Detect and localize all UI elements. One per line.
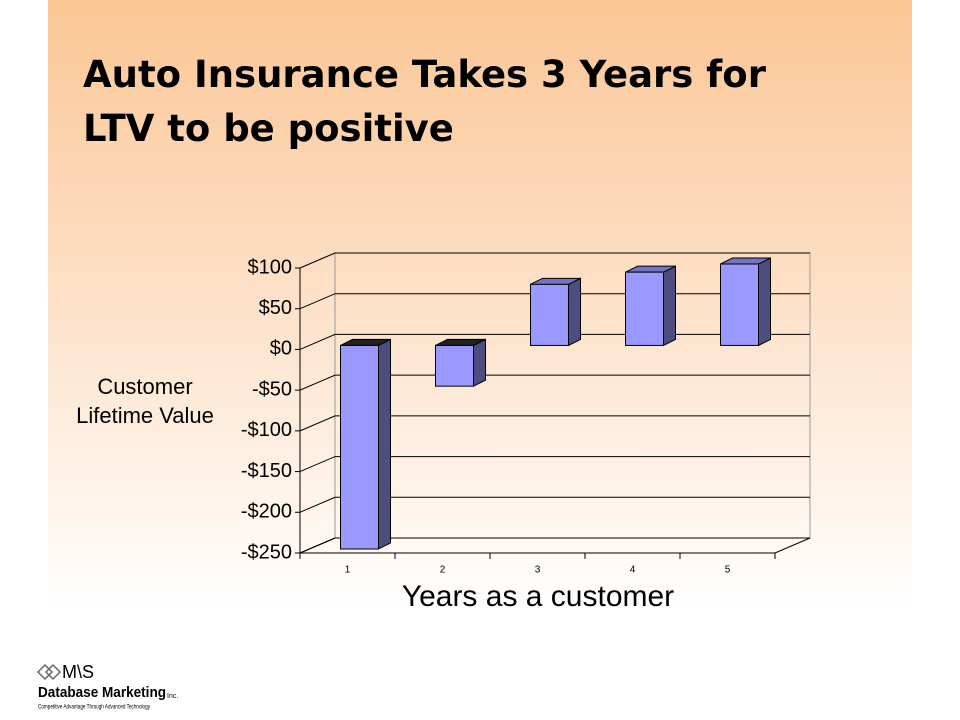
- bar-side: [663, 265, 676, 347]
- bar-side: [568, 277, 581, 347]
- y-tick-label: -$150: [241, 460, 292, 482]
- y-tick-label: -$200: [241, 501, 292, 523]
- y-tick-label: $0: [270, 338, 292, 360]
- grid-line: [299, 537, 810, 554]
- y-tick-label: -$250: [241, 541, 292, 563]
- logo-diamonds: [36, 663, 62, 681]
- logo-name: Database Marketing: [38, 684, 166, 701]
- bar-side: [378, 338, 391, 550]
- grid-line: [299, 456, 810, 473]
- bar: [340, 344, 379, 550]
- x-tick-label: 3: [535, 565, 541, 576]
- logo: M\S Database Marketing Inc. Competitive …: [36, 662, 178, 711]
- bar: [435, 344, 474, 387]
- x-axis-title: Years as a customer: [402, 580, 674, 613]
- logo-mark: M\S: [62, 662, 94, 682]
- y-tick-label: -$100: [241, 419, 292, 441]
- bar: [530, 283, 569, 346]
- x-tick-label: 4: [630, 565, 636, 576]
- grid-line: [299, 374, 810, 391]
- logo-tagline: Competitive Advantage Through Advanced T…: [38, 705, 150, 711]
- side-wall: [299, 252, 336, 554]
- y-tick-label: -$50: [252, 378, 292, 400]
- grid-line: [299, 496, 810, 513]
- bar: [625, 271, 664, 346]
- bar-side: [473, 338, 486, 387]
- x-tick-label: 1: [345, 565, 351, 576]
- y-axis-title: Customer Lifetime Value: [76, 374, 214, 428]
- x-tick-label: 5: [725, 565, 731, 576]
- bar-side: [758, 257, 771, 347]
- bar: [720, 263, 759, 346]
- grid-line: [299, 415, 810, 432]
- x-tick-label: 2: [440, 565, 446, 576]
- y-tick-label: $100: [248, 256, 293, 278]
- slide-title: Auto Insurance Takes 3 Years for LTV to …: [83, 53, 766, 150]
- y-tick-label: $50: [259, 297, 292, 319]
- grid-line: [299, 252, 810, 269]
- logo-suffix: Inc.: [167, 693, 178, 700]
